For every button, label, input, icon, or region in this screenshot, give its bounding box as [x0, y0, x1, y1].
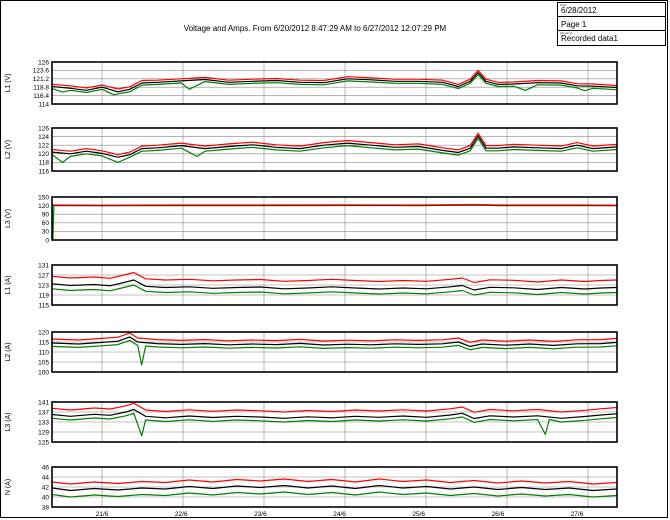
y-tick-label-2-2: 90 [42, 212, 50, 219]
plot-frame-2 [51, 196, 618, 241]
series-line-5-max [52, 402, 617, 413]
plot-frame-4 [51, 331, 618, 373]
file-caption: Filename [560, 31, 573, 35]
series-line-3-min [52, 284, 617, 296]
file-name: Recorded data1 [561, 34, 618, 43]
x-tick-label-2: 23/6 [254, 511, 267, 518]
series-line-0-avg [52, 71, 617, 93]
x-tick-label-0: 21/6 [96, 511, 109, 518]
y-tick-label-2-3: 60 [42, 220, 50, 227]
plot-frame-1 [51, 127, 618, 172]
series-line-4-min [52, 339, 617, 366]
y-tick-label-3-3: 119 [39, 292, 50, 299]
y-axis-label-0: L1 (V) [5, 73, 12, 92]
x-tick-label-5: 26/6 [492, 511, 505, 518]
series-line-2-max [52, 203, 617, 206]
y-tick-label-4-3: 105 [38, 359, 49, 366]
info-row-page: Page 1 [558, 17, 665, 31]
y-axis-label-3: L1 (A) [5, 275, 12, 294]
y-tick-label-0-5: 114 [39, 101, 50, 108]
y-tick-label-1-3: 120 [38, 151, 49, 158]
y-tick-label-3-1: 127 [38, 272, 49, 279]
y-tick-label-6-1: 44 [42, 474, 50, 481]
page-number: Page 1 [561, 20, 587, 29]
y-tick-label-4-4: 100 [38, 369, 49, 376]
y-tick-label-5-0: 141 [38, 399, 49, 406]
series-line-3-max [52, 271, 617, 284]
y-tick-label-0-1: 123.6 [33, 68, 50, 75]
series-line-6-min [52, 491, 617, 498]
y-tick-label-1-1: 124 [38, 134, 49, 141]
info-row-file: Filename Recorded data1 [558, 31, 665, 45]
x-tick-label-3: 24/6 [333, 511, 346, 518]
y-tick-label-6-2: 42 [42, 484, 50, 491]
series-line-6-max [52, 478, 617, 485]
y-tick-label-6-3: 40 [42, 494, 50, 501]
series-line-0-min [52, 73, 617, 96]
series-line-5-avg [52, 408, 617, 420]
y-tick-label-1-4: 118 [39, 160, 50, 167]
y-tick-label-6-4: 38 [42, 504, 50, 511]
report-title: Voltage and Amps. From 6/20/2012 8:47:29… [183, 24, 447, 33]
plot-frame-0 [51, 61, 618, 105]
y-axis-label-6: N (A) [5, 479, 12, 495]
y-tick-label-4-2: 110 [39, 349, 50, 356]
report-info-box: Date 6/28/2012 Page 1 Filename Recorded … [557, 2, 666, 46]
info-row-date: Date 6/28/2012 [558, 3, 665, 17]
plot-frame-6 [51, 466, 618, 508]
y-tick-label-0-0: 126 [38, 59, 49, 66]
date-caption: Date [560, 3, 567, 7]
report-date: 6/28/2012 [561, 6, 597, 15]
series-line-4-avg [52, 336, 617, 347]
y-tick-label-5-1: 137 [38, 409, 49, 416]
y-tick-label-3-4: 115 [39, 302, 50, 309]
series-line-1-avg [52, 135, 617, 158]
y-tick-label-2-1: 120 [38, 203, 49, 210]
y-tick-label-2-4: 30 [42, 229, 50, 236]
series-line-1-min [51, 137, 617, 163]
y-tick-label-3-0: 131 [38, 262, 49, 269]
x-tick-label-1: 22/6 [175, 511, 188, 518]
series-line-1-max [52, 132, 617, 156]
series-line-4-max [52, 332, 617, 343]
y-tick-label-4-0: 120 [38, 329, 49, 336]
y-tick-label-0-4: 116.4 [33, 93, 49, 100]
x-tick-label-6: 27/6 [571, 511, 584, 518]
y-axis-label-5: L3 (A) [5, 412, 12, 431]
series-line-5-min [52, 412, 617, 437]
x-tick-label-4: 25/6 [412, 511, 425, 518]
plot-frame-3 [51, 264, 618, 306]
y-tick-label-1-5: 116 [39, 168, 50, 175]
y-tick-label-3-2: 123 [38, 282, 49, 289]
y-tick-label-5-3: 129 [38, 429, 49, 436]
series-line-3-avg [52, 279, 617, 291]
y-axis-label-1: L2 (V) [5, 140, 12, 159]
series-line-0-max [52, 69, 617, 90]
plot-frame-5 [51, 401, 618, 443]
y-tick-label-2-5: 0 [45, 237, 49, 244]
y-axis-label-2: L3 (V) [5, 209, 12, 228]
y-tick-label-1-2: 122 [38, 143, 49, 150]
y-tick-label-1-0: 126 [38, 125, 49, 132]
y-tick-label-5-2: 133 [38, 419, 49, 426]
y-tick-label-4-1: 115 [39, 339, 50, 346]
series-line-2-min [51, 204, 617, 240]
series-line-6-avg [52, 484, 617, 492]
y-tick-label-0-3: 118.8 [33, 85, 49, 92]
y-tick-label-5-4: 125 [38, 439, 49, 446]
y-axis-label-4: L2 (A) [5, 342, 12, 361]
y-tick-label-6-0: 46 [42, 464, 50, 471]
y-tick-label-0-2: 121.2 [33, 76, 50, 83]
y-tick-label-2-0: 150 [38, 194, 49, 201]
